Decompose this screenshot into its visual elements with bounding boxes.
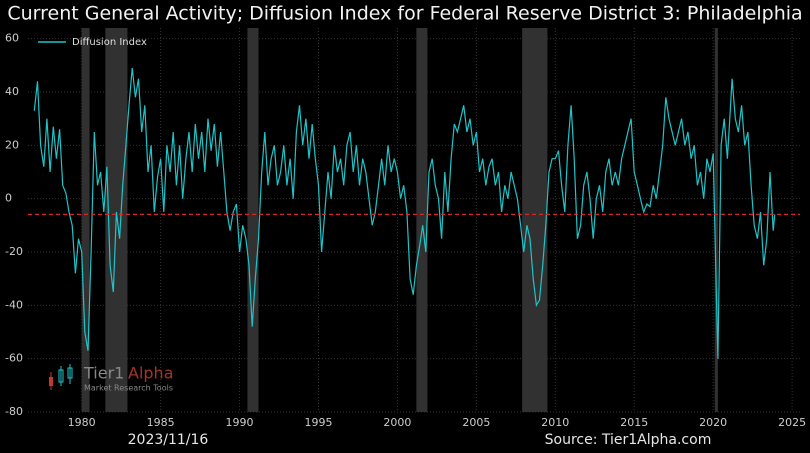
y-tick-label: -80: [5, 405, 23, 418]
x-tick-label: 1980: [68, 416, 96, 429]
recession-band: [81, 28, 90, 412]
logo-icon: [49, 377, 53, 386]
x-tick-label: 1995: [304, 416, 332, 429]
recession-band: [247, 28, 259, 412]
x-tick-label: 2000: [383, 416, 411, 429]
logo-icon: [58, 369, 64, 383]
source: Source: Tier1Alpha.com: [545, 432, 712, 448]
chart-title: Current General Activity; Diffusion Inde…: [7, 3, 802, 25]
x-tick-label: 2005: [462, 416, 490, 429]
logo-tagline: Market Research Tools: [84, 384, 173, 393]
data-line: [33, 67, 776, 359]
x-tick-label: 2020: [699, 416, 727, 429]
y-tick-label: 60: [5, 32, 19, 45]
logo-icon: [67, 367, 73, 379]
x-tick-label: 2015: [620, 416, 648, 429]
date: 2023/11/16: [128, 432, 209, 448]
recession-band: [522, 28, 548, 412]
y-tick-label: -40: [5, 298, 23, 311]
x-tick-label: 1985: [147, 416, 175, 429]
y-tick-label: -60: [5, 352, 23, 365]
recession-band: [714, 28, 718, 412]
x-tick-label: 2010: [541, 416, 569, 429]
logo: Tier1 Alpha Market Research Tools: [49, 364, 174, 393]
x-tick-label: 1990: [226, 416, 254, 429]
y-tick-label: 0: [5, 192, 12, 205]
y-tick-label: -20: [5, 245, 23, 258]
x-tick-label: 2025: [778, 416, 806, 429]
y-tick-label: 40: [5, 85, 19, 98]
logo-name2: Alpha: [128, 364, 174, 383]
logo-name: Tier1: [83, 364, 124, 383]
legend-label: Diffusion Index: [72, 37, 147, 48]
y-tick-label: 20: [5, 138, 19, 151]
recession-band: [416, 28, 428, 412]
